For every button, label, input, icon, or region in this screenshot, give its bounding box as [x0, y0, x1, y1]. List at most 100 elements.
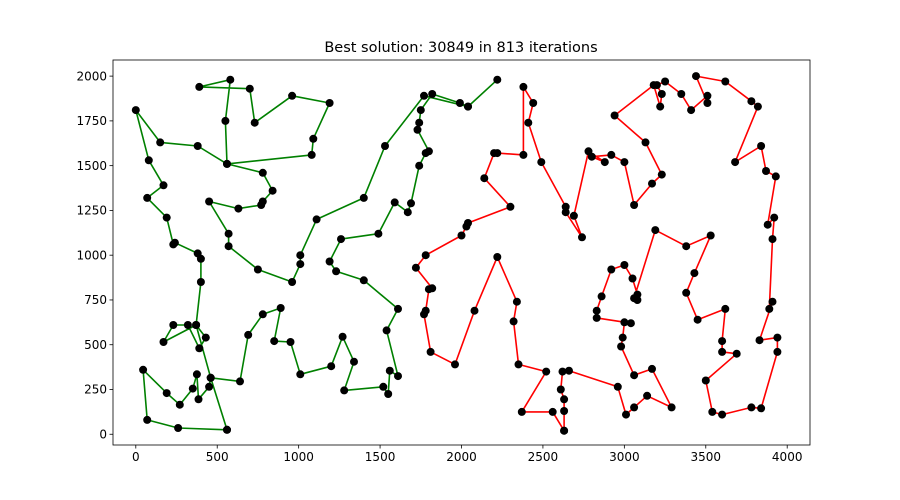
- city-point: [385, 366, 394, 375]
- city-point: [394, 372, 402, 381]
- city-point: [692, 72, 700, 81]
- city-point: [718, 337, 727, 346]
- city-point: [506, 202, 515, 211]
- city-point: [139, 365, 148, 374]
- city-point: [224, 242, 233, 251]
- city-point: [424, 285, 433, 294]
- city-point: [771, 172, 780, 181]
- city-point: [183, 321, 192, 329]
- city-point: [753, 102, 762, 111]
- city-point: [201, 333, 210, 342]
- city-point: [258, 168, 267, 177]
- city-point: [192, 370, 201, 379]
- city-point: [747, 97, 756, 106]
- axes-frame: [112, 59, 811, 446]
- city-point: [162, 389, 171, 398]
- city-point: [773, 333, 782, 342]
- city-point: [143, 415, 152, 424]
- city-point: [470, 306, 479, 315]
- city-point: [687, 106, 696, 115]
- city-point: [350, 357, 358, 366]
- city-point: [206, 373, 215, 382]
- city-point: [193, 142, 202, 150]
- city-point: [175, 400, 184, 409]
- city-point: [325, 99, 334, 107]
- city-point: [205, 382, 214, 391]
- city-point: [682, 288, 691, 297]
- x-tick-label: 3500: [691, 450, 722, 464]
- y-tick-label: 1000: [76, 248, 107, 262]
- city-point: [420, 91, 428, 100]
- x-tick-label: 2500: [528, 450, 559, 464]
- city-point: [618, 333, 627, 342]
- route-line: [415, 75, 779, 432]
- city-point: [426, 347, 435, 356]
- city-point: [338, 332, 347, 341]
- city-point: [188, 384, 197, 393]
- city-point: [657, 90, 666, 98]
- city-point: [768, 235, 777, 244]
- city-point: [537, 158, 546, 167]
- city-point: [195, 82, 204, 91]
- city-point: [490, 149, 499, 158]
- city-point: [706, 231, 715, 240]
- city-point: [258, 310, 267, 319]
- city-point: [192, 321, 201, 329]
- city-point: [610, 111, 619, 120]
- city-point: [131, 106, 140, 115]
- x-axis: 0 500 1000 1500 2000 2500 3000 3500 4000: [132, 445, 802, 464]
- city-point: [560, 407, 569, 415]
- route-series-1: [135, 78, 499, 431]
- city-point: [462, 222, 471, 231]
- city-point: [296, 370, 305, 379]
- city-point: [374, 229, 383, 238]
- city-point: [765, 304, 774, 313]
- city-point: [307, 150, 316, 159]
- city-point: [327, 362, 336, 371]
- city-point: [701, 376, 710, 385]
- city-point: [721, 304, 730, 313]
- city-points-1: [131, 75, 502, 434]
- city-point: [542, 367, 551, 376]
- city-point: [703, 99, 712, 107]
- y-tick-label: 500: [84, 338, 107, 352]
- city-point: [381, 142, 389, 150]
- city-point: [657, 170, 666, 179]
- city-point: [755, 336, 764, 345]
- city-point: [424, 147, 433, 156]
- city-point: [560, 426, 569, 435]
- city-point: [159, 338, 168, 346]
- city-point: [170, 238, 179, 247]
- city-point: [415, 118, 424, 127]
- city-point: [763, 220, 772, 229]
- city-point: [649, 81, 658, 90]
- city-point: [195, 344, 204, 353]
- city-point: [415, 161, 424, 170]
- city-point: [296, 260, 305, 269]
- city-point: [411, 263, 420, 272]
- city-point: [359, 193, 368, 202]
- city-point: [718, 410, 727, 419]
- y-tick-label: 250: [84, 383, 107, 397]
- city-point: [143, 193, 152, 202]
- city-point: [379, 382, 388, 391]
- city-point: [455, 99, 464, 107]
- city-point: [757, 142, 766, 150]
- city-point: [626, 319, 635, 328]
- x-tick-label: 1500: [365, 450, 396, 464]
- city-point: [234, 204, 243, 213]
- city-point: [731, 158, 740, 167]
- city-point: [407, 199, 415, 208]
- city-point: [223, 425, 231, 434]
- city-point: [630, 294, 639, 303]
- city-point: [630, 201, 639, 209]
- city-point: [245, 84, 254, 93]
- city-point: [651, 226, 660, 235]
- city-point: [641, 138, 650, 147]
- city-point: [390, 198, 399, 207]
- city-point: [770, 213, 779, 222]
- y-tick-label: 1750: [76, 114, 107, 128]
- city-point: [512, 297, 521, 306]
- city-point: [258, 197, 267, 206]
- city-point: [584, 147, 593, 156]
